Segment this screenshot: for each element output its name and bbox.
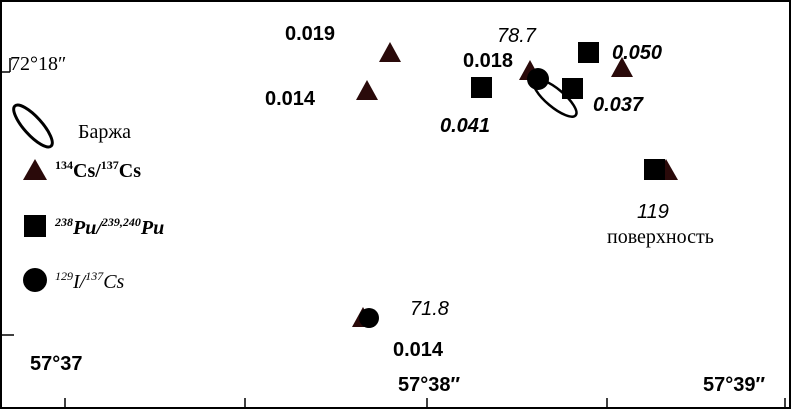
lon-label: 57°37 (30, 353, 83, 375)
legend-text: 238Pu/239,240Pu (54, 215, 164, 239)
barge-icon (532, 78, 578, 118)
label: 0.018 (463, 50, 513, 72)
barge-icon (12, 103, 54, 149)
label: 0.037 (593, 94, 644, 116)
label: 78.7 (497, 25, 537, 47)
label: 0.050 (612, 42, 662, 64)
label: 71.8 (410, 298, 449, 320)
label: 0.014 (265, 88, 316, 110)
legend-triangle (23, 159, 47, 180)
legend-text: 134Cs/137Cs (55, 158, 141, 182)
label: поверхность (607, 226, 714, 248)
label: 119 (637, 201, 669, 223)
legend-text: 129I/137Cs (55, 269, 125, 293)
lon-label: 57°38″ (398, 374, 460, 396)
ticks (1, 58, 786, 408)
label: 0.041 (440, 115, 490, 137)
lon-label: 57°39″ (703, 374, 765, 396)
barge-label: Баржа (78, 121, 131, 143)
legend-circle (23, 268, 47, 292)
label: 0.014 (393, 339, 444, 361)
lat-label: 72°18″ (10, 53, 66, 75)
label: 0.019 (285, 23, 335, 45)
legend-square (24, 215, 46, 237)
